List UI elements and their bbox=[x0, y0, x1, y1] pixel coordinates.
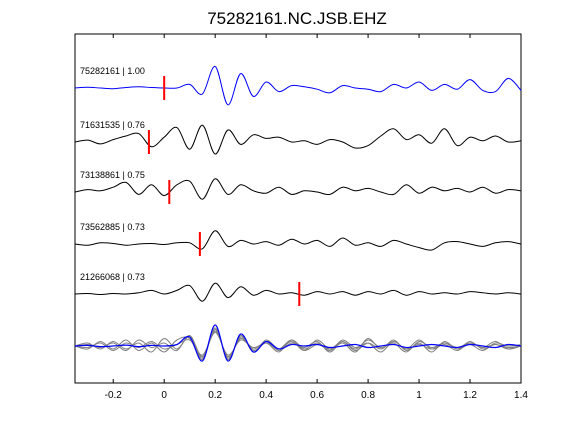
x-tick-label: 0 bbox=[161, 390, 167, 401]
overlay-trace bbox=[74, 327, 522, 361]
x-tick-label: 1 bbox=[416, 390, 422, 401]
trace-label: 71631535 | 0.76 bbox=[80, 120, 145, 130]
overlay-trace bbox=[74, 328, 522, 360]
waveform-overlay bbox=[74, 324, 522, 362]
x-tick-label: -0.2 bbox=[105, 390, 123, 401]
trace-label: 73138861 | 0.75 bbox=[80, 170, 145, 180]
overlay-reference-trace bbox=[74, 324, 522, 362]
trace-line bbox=[74, 282, 522, 302]
x-axis: -0.2 0 0.2 0.4 0.6 0.8 1 1.2 1.4 bbox=[105, 34, 528, 401]
trace-line bbox=[74, 124, 522, 155]
x-tick-label: 0.2 bbox=[208, 390, 222, 401]
chart-title: 75282161.NC.JSB.EHZ bbox=[207, 9, 387, 28]
trace-label: 73562885 | 0.73 bbox=[80, 222, 145, 232]
x-tick-label: 1.4 bbox=[514, 390, 528, 401]
trace-line bbox=[74, 230, 522, 251]
trace-label: 75282161 | 1.00 bbox=[80, 66, 145, 76]
x-tick-label: 1.2 bbox=[463, 390, 477, 401]
x-tick-label: 0.8 bbox=[361, 390, 375, 401]
waveform-traces: 75282161 | 1.00 71631535 | 0.76 73138861 |… bbox=[74, 65, 522, 306]
x-tick-label: 0.6 bbox=[310, 390, 324, 401]
trace-label: 21266068 | 0.73 bbox=[80, 272, 145, 282]
plot-frame bbox=[74, 33, 522, 384]
trace-line bbox=[74, 65, 522, 106]
trace-line bbox=[74, 178, 522, 200]
x-tick-label: 0.4 bbox=[259, 390, 273, 401]
